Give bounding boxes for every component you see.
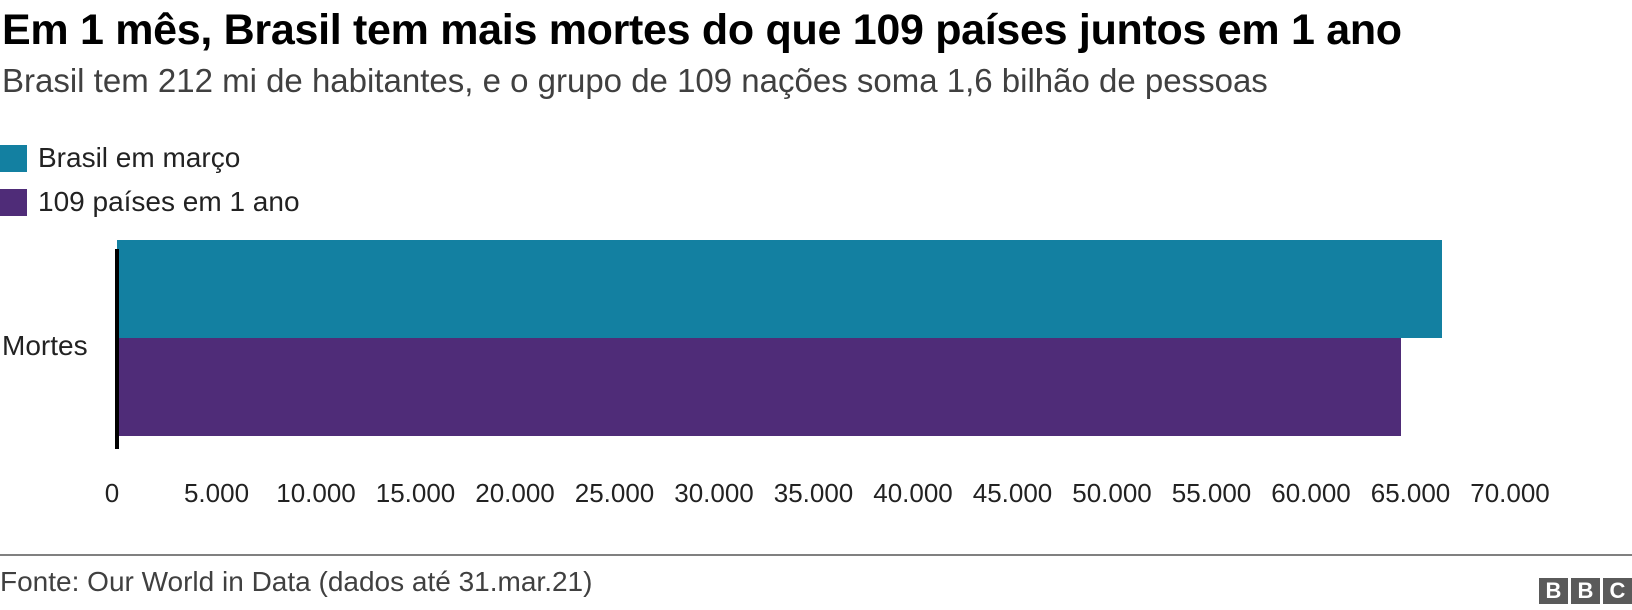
- x-tick-label: 25.000: [574, 478, 655, 508]
- legend: Brasil em março 109 países em 1 ano: [0, 136, 300, 224]
- chart-title: Em 1 mês, Brasil tem mais mortes do que …: [2, 6, 1402, 54]
- legend-label: Brasil em março: [38, 142, 241, 173]
- x-tick-label: 60.000: [1271, 478, 1351, 508]
- x-axis-ticks: 0 5.000 10.000 15.000 20.000 25.000 30.000 35.0…: [0, 478, 1632, 512]
- footer-divider: [0, 554, 1632, 556]
- x-tick-label: 50.000: [1072, 478, 1152, 508]
- category-label: Mortes: [2, 330, 88, 361]
- logo-letter: B: [1539, 578, 1568, 604]
- x-tick-label: 35.000: [773, 478, 854, 508]
- legend-item-109-paises: 109 países em 1 ano: [0, 180, 300, 224]
- legend-swatch-109-paises: [0, 188, 27, 216]
- logo-letter: C: [1603, 578, 1632, 604]
- x-tick-label: 40.000: [873, 478, 953, 508]
- x-tick-label: 5.000: [183, 478, 250, 508]
- x-tick-label: 30.000: [674, 478, 754, 508]
- x-tick-label: 65.000: [1370, 478, 1451, 508]
- x-tick-label: 70.000: [1470, 478, 1550, 508]
- x-tick-label: 0: [104, 478, 120, 508]
- source-note: Fonte: Our World in Data (dados até 31.m…: [0, 566, 593, 597]
- x-tick-label: 20.000: [475, 478, 555, 508]
- x-tick-label: 55.000: [1171, 478, 1252, 508]
- logo-letter: B: [1571, 578, 1600, 604]
- y-axis-line: [115, 249, 119, 449]
- x-tick-label: 10.000: [276, 478, 356, 508]
- x-tick-label: 15.000: [375, 478, 456, 508]
- legend-item-brasil: Brasil em março: [0, 136, 300, 180]
- plot-area: [115, 240, 1510, 449]
- legend-swatch-brasil: [0, 144, 27, 172]
- legend-label: 109 países em 1 ano: [38, 186, 300, 217]
- x-tick-label: 45.000: [972, 478, 1053, 508]
- bar-brasil: [117, 240, 1443, 338]
- chart-subtitle: Brasil tem 212 mi de habitantes, e o gru…: [2, 62, 1268, 99]
- bbc-logo: B B C: [1539, 578, 1632, 604]
- bar-109-paises: [117, 338, 1401, 436]
